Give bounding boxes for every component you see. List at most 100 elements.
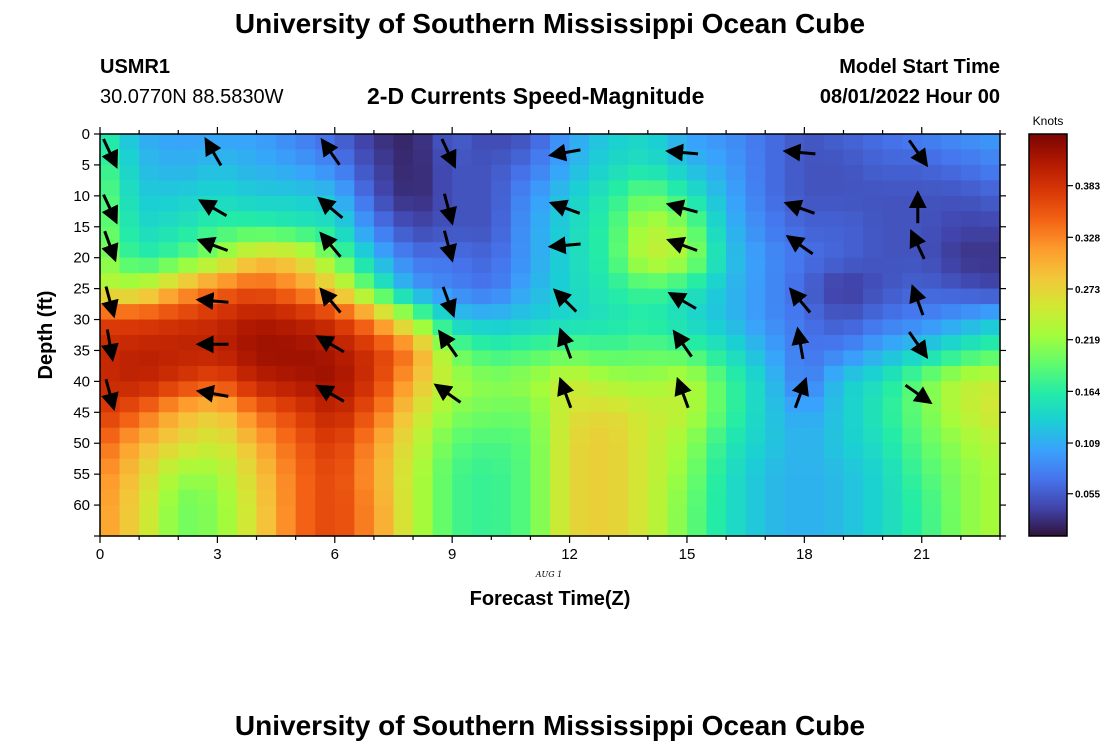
heatmap-cell — [921, 226, 942, 243]
heatmap-cell — [902, 520, 923, 537]
heatmap-cell — [608, 257, 629, 274]
heatmap-cell — [882, 288, 903, 305]
heatmap-cell — [550, 350, 571, 367]
heatmap-cell — [432, 520, 453, 537]
heatmap-cell — [569, 412, 590, 429]
heatmap-cell — [628, 257, 649, 274]
heatmap-cell — [491, 273, 512, 290]
heatmap-cell — [276, 412, 297, 429]
heatmap-cell — [745, 273, 766, 290]
heatmap-cell — [745, 474, 766, 491]
heatmap-cell — [295, 396, 316, 413]
heatmap-cell — [432, 226, 453, 243]
heatmap-cell — [276, 350, 297, 367]
heatmap-cell — [823, 304, 845, 321]
heatmap-cell — [452, 180, 473, 197]
current-arrow — [782, 143, 816, 162]
heatmap-cell — [510, 443, 532, 460]
heatmap-cell — [139, 149, 160, 166]
heatmap-cell — [980, 149, 1001, 166]
heatmap-cell — [960, 412, 982, 429]
heatmap-cell — [158, 458, 179, 475]
heatmap-cell — [706, 365, 727, 382]
heatmap-cell — [843, 149, 864, 166]
heatmap-cell — [236, 319, 258, 336]
y-tick-label: 5 — [82, 157, 90, 174]
heatmap-cell — [628, 443, 649, 460]
heatmap-cell — [217, 226, 238, 243]
heatmap-cell — [667, 427, 688, 444]
heatmap-cell — [295, 350, 316, 367]
heatmap-cell — [765, 164, 786, 181]
heatmap-cell — [960, 443, 982, 460]
heatmap-cell — [452, 505, 473, 522]
heatmap-cell — [706, 195, 727, 212]
heatmap-cell — [804, 520, 825, 537]
heatmap-cell — [236, 226, 258, 243]
heatmap-cell — [765, 443, 786, 460]
heatmap-cell — [432, 350, 453, 367]
heatmap-cell — [921, 134, 942, 151]
heatmap-cell — [354, 134, 375, 151]
heatmap-cell — [119, 164, 140, 181]
heatmap-cell — [276, 381, 297, 398]
heatmap-cell — [119, 211, 140, 228]
heatmap-cell — [608, 427, 629, 444]
heatmap-cell — [158, 396, 179, 413]
heatmap-cell — [686, 257, 708, 274]
heatmap-cell — [158, 335, 179, 352]
heatmap-cell — [706, 226, 727, 243]
current-arrow — [320, 137, 341, 166]
heatmap-cell — [373, 412, 395, 429]
heatmap-cell — [393, 273, 414, 290]
heatmap-cell — [197, 257, 218, 274]
heatmap-cell — [667, 443, 688, 460]
heatmap-cell — [256, 474, 277, 491]
heatmap-cell — [667, 134, 688, 151]
heatmap-cell — [647, 273, 668, 290]
colorbar-tick-label: 0.273 — [1075, 285, 1100, 296]
heatmap-cell — [628, 458, 649, 475]
heatmap-cell — [119, 520, 140, 537]
heatmap-cell — [628, 149, 649, 166]
heatmap-cell — [295, 427, 316, 444]
heatmap-cell — [980, 288, 1001, 305]
heatmap-cell — [276, 149, 297, 166]
heatmap-cell — [295, 443, 316, 460]
current-arrow — [783, 199, 816, 217]
heatmap-cell — [863, 365, 884, 382]
current-arrow — [196, 236, 229, 254]
heatmap-cell — [197, 273, 218, 290]
heatmap-cell — [354, 474, 375, 491]
heatmap-cell — [980, 505, 1001, 522]
heatmap-cell — [393, 505, 414, 522]
heatmap-cell — [804, 226, 825, 243]
heatmap-cell — [413, 180, 434, 197]
heatmap-cell — [178, 180, 199, 197]
heatmap-cell — [100, 489, 121, 506]
heatmap-cell — [276, 288, 297, 305]
heatmap-cell — [960, 365, 982, 382]
heatmap-cell — [589, 195, 610, 212]
heatmap-cell — [745, 505, 766, 522]
heatmap-cell — [315, 180, 336, 197]
heatmap-cell — [784, 520, 805, 537]
heatmap-cell — [315, 520, 336, 537]
heatmap-cell — [334, 474, 355, 491]
heatmap-cell — [647, 520, 668, 537]
heatmap-cell — [432, 443, 453, 460]
heatmap-cell — [902, 427, 923, 444]
heatmap-cell — [706, 474, 727, 491]
heatmap-cell — [471, 365, 492, 382]
heatmap-cell — [921, 458, 942, 475]
heatmap-cell — [726, 396, 747, 413]
colorbar-tick-label: 0.109 — [1075, 439, 1100, 450]
heatmap-cell — [334, 195, 355, 212]
heatmap-cell — [236, 520, 258, 537]
heatmap-cell — [178, 427, 199, 444]
heatmap-cell — [334, 489, 355, 506]
heatmap-cell — [569, 396, 590, 413]
heatmap-cell — [726, 273, 747, 290]
heatmap-cell — [139, 257, 160, 274]
heatmap-cell — [902, 180, 923, 197]
